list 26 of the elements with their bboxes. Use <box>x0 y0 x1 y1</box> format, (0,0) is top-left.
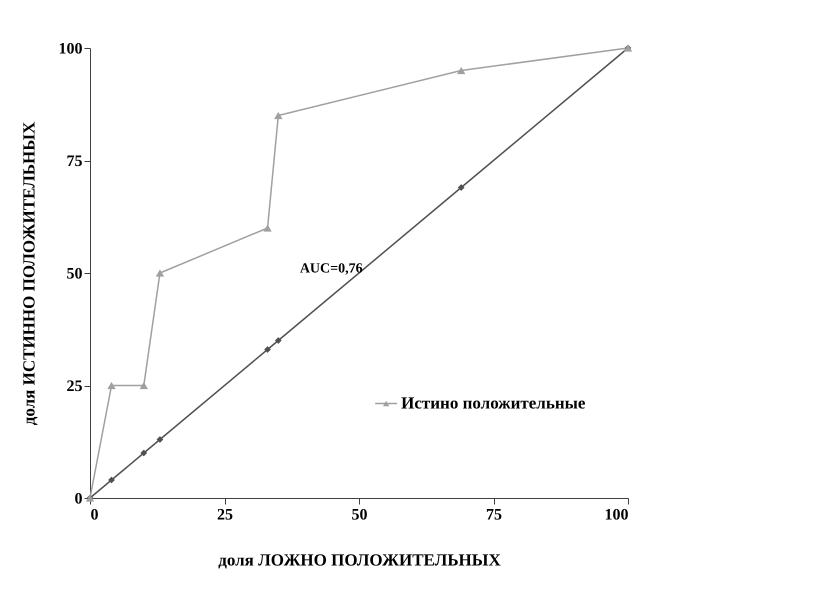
x-tick-label: 100 <box>604 506 628 524</box>
point <box>156 269 164 277</box>
x-tick-label: 75 <box>486 506 502 524</box>
point <box>458 184 465 191</box>
point <box>108 476 115 484</box>
y-axis-title: доля ИСТИННО ПОЛОЖИТЕЛЬНЫХ <box>20 121 38 426</box>
point <box>140 382 148 390</box>
point <box>274 112 282 120</box>
x-tick-label: 25 <box>217 506 233 524</box>
x-tick-label: 50 <box>352 506 368 524</box>
x-tick-label: 0 <box>90 506 98 524</box>
y-tick-label: 100 <box>58 40 82 58</box>
point <box>107 382 116 390</box>
point <box>274 337 282 344</box>
point <box>263 224 272 232</box>
point <box>156 436 164 443</box>
y-tick-label: 50 <box>66 266 82 282</box>
x-axis-title: доля ЛОЖНО ПОЛОЖИТЕЛЬНЫХ <box>218 550 502 570</box>
legend-label: Истино положительные <box>401 394 586 412</box>
annotation: AUC=0,76 <box>300 262 363 276</box>
point <box>457 66 466 74</box>
y-tick-label: 0 <box>74 490 82 508</box>
point <box>140 450 148 456</box>
y-tick-label: 25 <box>66 378 82 395</box>
y-tick-label: 75 <box>66 153 82 170</box>
point <box>264 346 271 353</box>
